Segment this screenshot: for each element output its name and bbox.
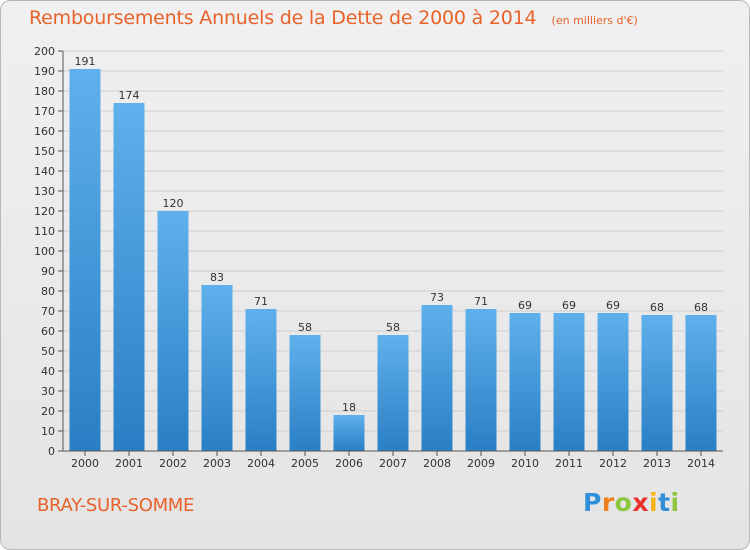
y-tick-label: 170 bbox=[34, 105, 55, 118]
x-tick-label: 2010 bbox=[511, 457, 539, 470]
logo-letter: i bbox=[670, 488, 680, 517]
x-tick-label: 2002 bbox=[159, 457, 187, 470]
logo-letter: x bbox=[632, 488, 649, 517]
city-name: BRAY-SUR-SOMME bbox=[37, 495, 195, 516]
bar-value-label: 71 bbox=[474, 295, 488, 308]
labels: 0 10 20 30 40 50 60 70 80 90 100 110 120 130 140 150 160… bbox=[34, 45, 715, 470]
x-tick-label: 2001 bbox=[115, 457, 143, 470]
bar-value-label: 69 bbox=[562, 299, 576, 312]
x-tick-label: 2009 bbox=[467, 457, 495, 470]
bars bbox=[69, 69, 717, 451]
bar-value-label: 174 bbox=[119, 89, 140, 102]
y-tick-label: 80 bbox=[41, 285, 55, 298]
y-tick-label: 200 bbox=[34, 45, 55, 58]
y-tick-label: 90 bbox=[41, 265, 55, 278]
y-tick-label: 70 bbox=[41, 305, 55, 318]
bar-value-label: 69 bbox=[518, 299, 532, 312]
bar-2008 bbox=[421, 305, 453, 451]
bar-2004 bbox=[245, 309, 277, 451]
y-tick-label: 20 bbox=[41, 405, 55, 418]
x-tick-label: 2004 bbox=[247, 457, 275, 470]
x-tick-label: 2006 bbox=[335, 457, 363, 470]
bar-2000 bbox=[69, 69, 101, 451]
bar-value-label: 69 bbox=[606, 299, 620, 312]
title-row: Remboursements Annuels de la Dette de 20… bbox=[29, 7, 638, 29]
bar-2014 bbox=[685, 315, 717, 451]
x-tick-label: 2014 bbox=[687, 457, 715, 470]
bar-value-label: 83 bbox=[210, 271, 224, 284]
bar-2011 bbox=[553, 313, 585, 451]
y-tick-label: 150 bbox=[34, 145, 55, 158]
y-tick-label: 0 bbox=[48, 445, 55, 458]
y-tick-label: 60 bbox=[41, 325, 55, 338]
y-tick-label: 40 bbox=[41, 365, 55, 378]
x-tick-label: 2003 bbox=[203, 457, 231, 470]
y-tick-label: 140 bbox=[34, 165, 55, 178]
bar-2002 bbox=[157, 211, 189, 451]
logo-letter: r bbox=[601, 488, 615, 517]
y-tick-label: 30 bbox=[41, 385, 55, 398]
bar-2005 bbox=[289, 335, 321, 451]
x-tick-label: 2011 bbox=[555, 457, 583, 470]
logo-letter: P bbox=[583, 488, 602, 517]
bar-value-label: 58 bbox=[386, 321, 400, 334]
bar-value-label: 73 bbox=[430, 291, 444, 304]
bar-value-label: 120 bbox=[163, 197, 184, 210]
bar-2007 bbox=[377, 335, 409, 451]
bar-2010 bbox=[509, 313, 541, 451]
y-tick-label: 100 bbox=[34, 245, 55, 258]
y-tick-label: 120 bbox=[34, 205, 55, 218]
chart-title: Remboursements Annuels de la Dette de 20… bbox=[29, 7, 537, 29]
bar-value-label: 58 bbox=[298, 321, 312, 334]
x-tick-label: 2005 bbox=[291, 457, 319, 470]
bar-value-label: 68 bbox=[694, 301, 708, 314]
bar-2009 bbox=[465, 309, 497, 451]
bar-2012 bbox=[597, 313, 629, 451]
x-tick-label: 2007 bbox=[379, 457, 407, 470]
bar-2006 bbox=[333, 415, 365, 451]
bar-value-label: 18 bbox=[342, 401, 356, 414]
y-tick-label: 10 bbox=[41, 425, 55, 438]
proxiti-logo: Proxiti bbox=[583, 488, 680, 517]
x-tick-label: 2013 bbox=[643, 457, 671, 470]
bar-value-label: 71 bbox=[254, 295, 268, 308]
axes bbox=[58, 50, 723, 456]
logo-letter: t bbox=[658, 488, 671, 517]
y-tick-label: 130 bbox=[34, 185, 55, 198]
y-tick-label: 160 bbox=[34, 125, 55, 138]
bar-value-label: 68 bbox=[650, 301, 664, 314]
unit-label: (en milliers d'€) bbox=[551, 14, 638, 27]
x-tick-label: 2000 bbox=[71, 457, 99, 470]
y-tick-label: 190 bbox=[34, 65, 55, 78]
logo-letter: o bbox=[614, 488, 633, 517]
bar-2003 bbox=[201, 285, 233, 451]
logo-letter: i bbox=[649, 488, 659, 517]
x-tick-label: 2008 bbox=[423, 457, 451, 470]
bar-2001 bbox=[113, 103, 145, 451]
x-tick-label: 2012 bbox=[599, 457, 627, 470]
y-tick-label: 50 bbox=[41, 345, 55, 358]
bar-2013 bbox=[641, 315, 673, 451]
bar-value-label: 191 bbox=[75, 55, 96, 68]
y-tick-label: 180 bbox=[34, 85, 55, 98]
y-tick-label: 110 bbox=[34, 225, 55, 238]
